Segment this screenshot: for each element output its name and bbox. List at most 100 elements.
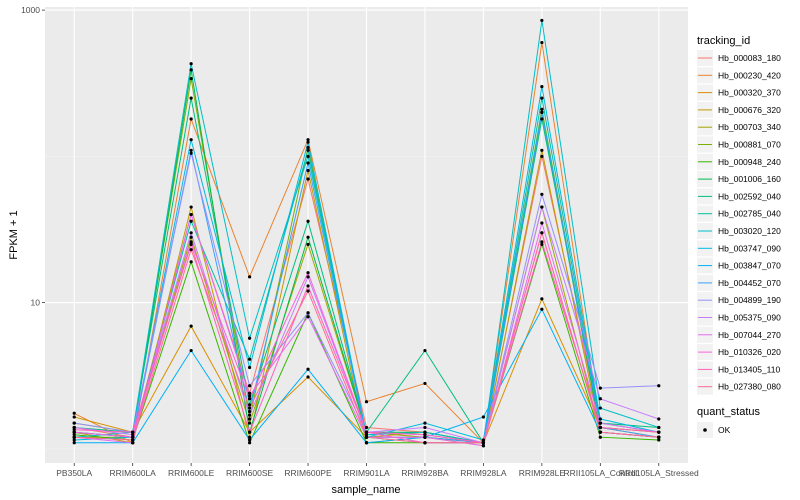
- data-point: [423, 435, 427, 439]
- legend-label-ok: OK: [718, 425, 731, 435]
- legend-label: Hb_007044_270: [718, 330, 781, 340]
- data-point: [72, 425, 76, 430]
- data-point: [306, 235, 310, 239]
- data-point: [247, 336, 252, 340]
- x-axis-title: sample_name: [331, 484, 400, 496]
- legend-label: Hb_002592_040: [718, 191, 781, 201]
- data-point: [306, 289, 310, 293]
- data-point: [306, 161, 310, 165]
- data-point: [598, 425, 602, 430]
- data-point: [72, 441, 76, 445]
- data-point: [540, 148, 544, 152]
- data-point: [598, 435, 602, 439]
- data-point: [540, 84, 544, 89]
- data-point: [598, 397, 602, 401]
- data-point: [306, 219, 310, 223]
- legend-label: Hb_002785_040: [718, 209, 781, 219]
- data-point: [540, 117, 544, 121]
- data-point: [306, 275, 310, 279]
- data-point: [540, 154, 544, 158]
- x-tick-label: RRIM928BA: [401, 468, 449, 478]
- legend: tracking_id Hb_000083_180Hb_000230_420Hb…: [697, 35, 781, 438]
- legend-label: Hb_000230_420: [718, 70, 781, 80]
- data-point: [540, 242, 544, 246]
- data-point: [306, 315, 310, 319]
- legend-label: Hb_013405_110: [718, 364, 781, 374]
- data-point: [131, 430, 135, 434]
- legend-label: Hb_003847_070: [718, 261, 781, 271]
- series-points: [72, 18, 661, 448]
- x-tick-label: RRII105LA_Control: [563, 468, 637, 478]
- data-point: [189, 231, 193, 235]
- legend-label: Hb_003747_090: [718, 243, 781, 253]
- data-point: [247, 397, 252, 401]
- data-point: [657, 430, 661, 434]
- y-axis: 10 1000: [21, 5, 45, 308]
- data-point: [540, 192, 544, 196]
- legend-label: Hb_000676_320: [718, 105, 781, 115]
- data-point: [364, 433, 369, 437]
- data-point: [189, 62, 193, 66]
- data-point: [306, 311, 310, 315]
- data-point: [598, 386, 602, 390]
- data-point: [540, 96, 544, 100]
- data-point: [247, 435, 252, 439]
- legend-label: Hb_004452_070: [718, 278, 781, 288]
- y-tick-label: 10: [31, 298, 41, 308]
- x-tick-label: RRIM901LA: [343, 468, 390, 478]
- data-point: [423, 421, 427, 425]
- data-point: [423, 425, 427, 430]
- data-point: [72, 438, 76, 442]
- data-point: [540, 297, 544, 301]
- data-point: [657, 425, 661, 430]
- data-point: [423, 381, 427, 386]
- data-point: [247, 409, 252, 414]
- data-point: [598, 417, 602, 421]
- data-point: [306, 168, 310, 173]
- data-point: [247, 403, 252, 407]
- data-point: [540, 205, 544, 209]
- data-point: [540, 221, 544, 225]
- data-point: [72, 435, 76, 439]
- x-tick-label: RRIM600LE: [168, 468, 215, 478]
- data-point: [540, 307, 544, 311]
- data-point: [423, 441, 427, 445]
- data-point: [306, 271, 310, 275]
- data-point: [189, 240, 193, 244]
- data-point: [189, 117, 193, 121]
- data-point: [189, 324, 193, 328]
- legend-label: Hb_003020_120: [718, 226, 781, 236]
- legend-title-quant-status: quant_status: [697, 406, 760, 418]
- data-point: [423, 430, 427, 434]
- data-point: [364, 430, 369, 434]
- data-point: [131, 435, 135, 439]
- data-point: [540, 110, 544, 114]
- data-point: [247, 441, 252, 445]
- legend-series: Hb_000083_180 Hb_000230_420 Hb_000320_370 H…: [697, 50, 781, 395]
- legend-label: Hb_027380_080: [718, 382, 781, 392]
- data-point: [598, 421, 602, 425]
- data-point: [481, 438, 486, 442]
- data-point: [657, 438, 661, 442]
- data-point: [247, 430, 252, 434]
- legend-point-ok: [703, 428, 707, 432]
- data-point: [481, 415, 486, 419]
- data-point: [247, 275, 252, 279]
- data-point: [189, 235, 193, 239]
- legend-label: Hb_005375_090: [718, 313, 781, 323]
- data-point: [189, 68, 193, 72]
- data-point: [306, 138, 310, 142]
- data-point: [247, 421, 252, 425]
- y-axis-title: FPKM + 1: [8, 210, 20, 259]
- grid-major: [45, 7, 688, 463]
- data-point: [247, 438, 252, 442]
- data-point: [189, 260, 193, 264]
- legend-label: Hb_004899_190: [718, 295, 781, 305]
- data-point: [247, 417, 252, 421]
- data-point: [189, 151, 193, 155]
- data-point: [540, 40, 544, 45]
- data-point: [540, 18, 544, 23]
- data-point: [131, 441, 135, 445]
- data-point: [247, 384, 252, 388]
- data-point: [189, 138, 193, 142]
